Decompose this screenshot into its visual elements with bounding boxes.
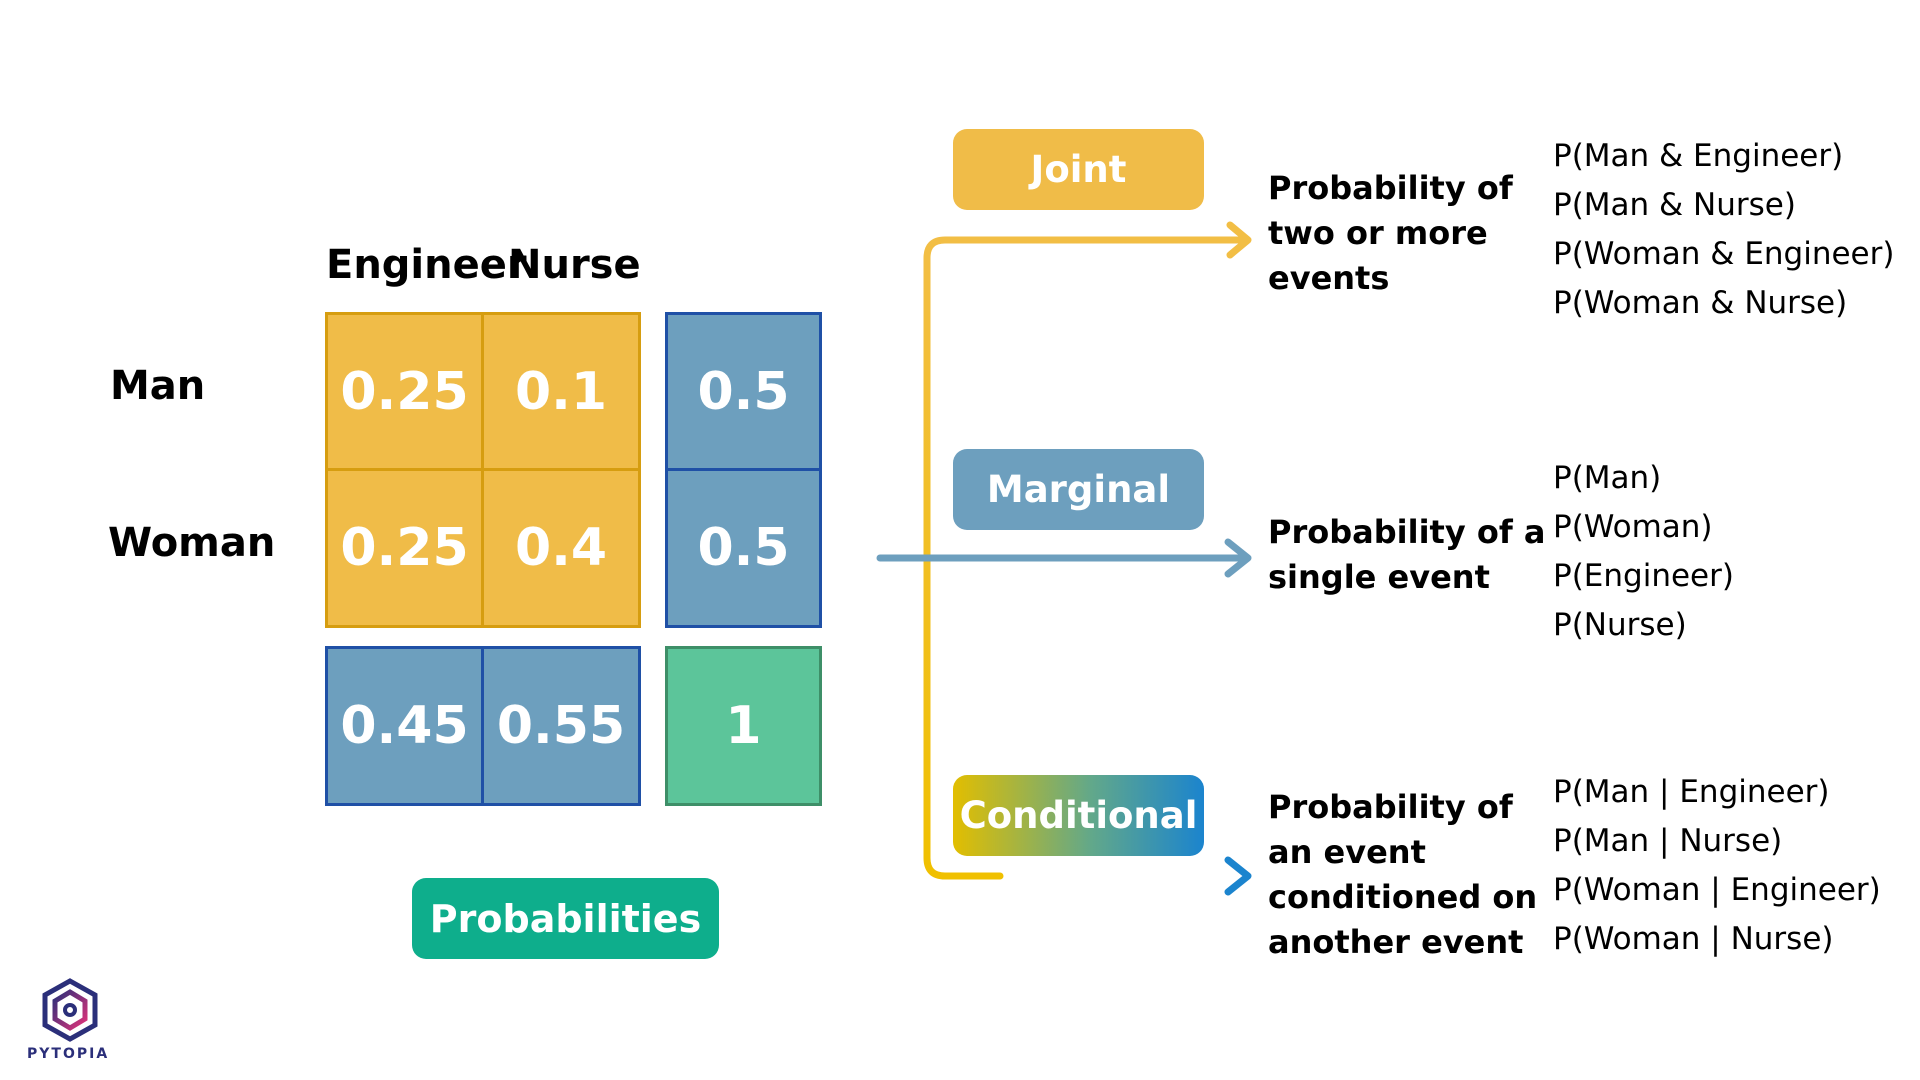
conditional-description-line: another event (1268, 923, 1524, 961)
marginal-description: Probability of a single event (1268, 510, 1545, 600)
conditional-example: P(Woman | Engineer) (1553, 872, 1881, 908)
marginal-cell-engineer: 0.45 (325, 646, 484, 806)
row-header-woman: Woman (108, 520, 276, 566)
joint-example: P(Man & Nurse) (1553, 187, 1796, 223)
conditional-description-line: Probability of (1268, 788, 1513, 826)
marginal-description-line: Probability of a (1268, 513, 1546, 551)
probabilities-label: Probabilities (412, 878, 719, 959)
logo-text: PYTOPIA (27, 1046, 110, 1062)
conditional-examples: P(Man | Engineer) P(Man | Nurse) P(Woman… (1553, 768, 1881, 964)
joint-description-line: two or more (1268, 214, 1488, 252)
conditional-example: P(Man | Engineer) (1553, 774, 1830, 810)
marginal-examples: P(Man) P(Woman) P(Engineer) P(Nurse) (1553, 454, 1734, 650)
marginal-arrowhead (1224, 538, 1252, 578)
marginal-example: P(Nurse) (1553, 607, 1687, 643)
joint-example: P(Man & Engineer) (1553, 138, 1844, 174)
joint-arrowhead (1226, 221, 1252, 259)
joint-description: Probability of two or more events (1268, 166, 1513, 301)
joint-label: Joint (953, 129, 1204, 210)
marginal-cell-man: 0.5 (665, 312, 822, 471)
conditional-description: Probability of an event conditioned on a… (1268, 785, 1537, 965)
marginal-label: Marginal (953, 449, 1204, 530)
row-header-man: Man (110, 363, 206, 409)
joint-description-line: events (1268, 259, 1390, 297)
marginal-example: P(Woman) (1553, 509, 1713, 545)
hexagon-logo-icon (42, 978, 98, 1042)
conditional-description-line: an event (1268, 833, 1426, 871)
joint-examples: P(Man & Engineer) P(Man & Nurse) P(Woman… (1553, 132, 1894, 328)
joint-cell-man-nurse: 0.1 (481, 312, 641, 471)
marginal-example: P(Engineer) (1553, 558, 1734, 594)
col-header-nurse: Nurse (508, 242, 641, 288)
conditional-label: Conditional (953, 775, 1204, 856)
joint-description-line: Probability of (1268, 169, 1513, 207)
joint-cell-woman-nurse: 0.4 (481, 468, 641, 628)
joint-cell-man-engineer: 0.25 (325, 312, 484, 471)
conditional-arrowhead (1224, 856, 1252, 896)
total-cell: 1 (665, 646, 822, 806)
col-header-engineer: Engineer (326, 242, 527, 288)
conditional-example: P(Man | Nurse) (1553, 823, 1783, 859)
logo: PYTOPIA (22, 978, 110, 1068)
conditional-example: P(Woman | Nurse) (1553, 921, 1834, 957)
joint-example: P(Woman & Nurse) (1553, 285, 1848, 321)
marginal-description-line: single event (1268, 558, 1490, 596)
marginal-example: P(Man) (1553, 460, 1662, 496)
marginal-cell-woman: 0.5 (665, 468, 822, 628)
joint-example: P(Woman & Engineer) (1553, 236, 1895, 272)
marginal-cell-nurse: 0.55 (481, 646, 641, 806)
conditional-description-line: conditioned on (1268, 878, 1538, 916)
